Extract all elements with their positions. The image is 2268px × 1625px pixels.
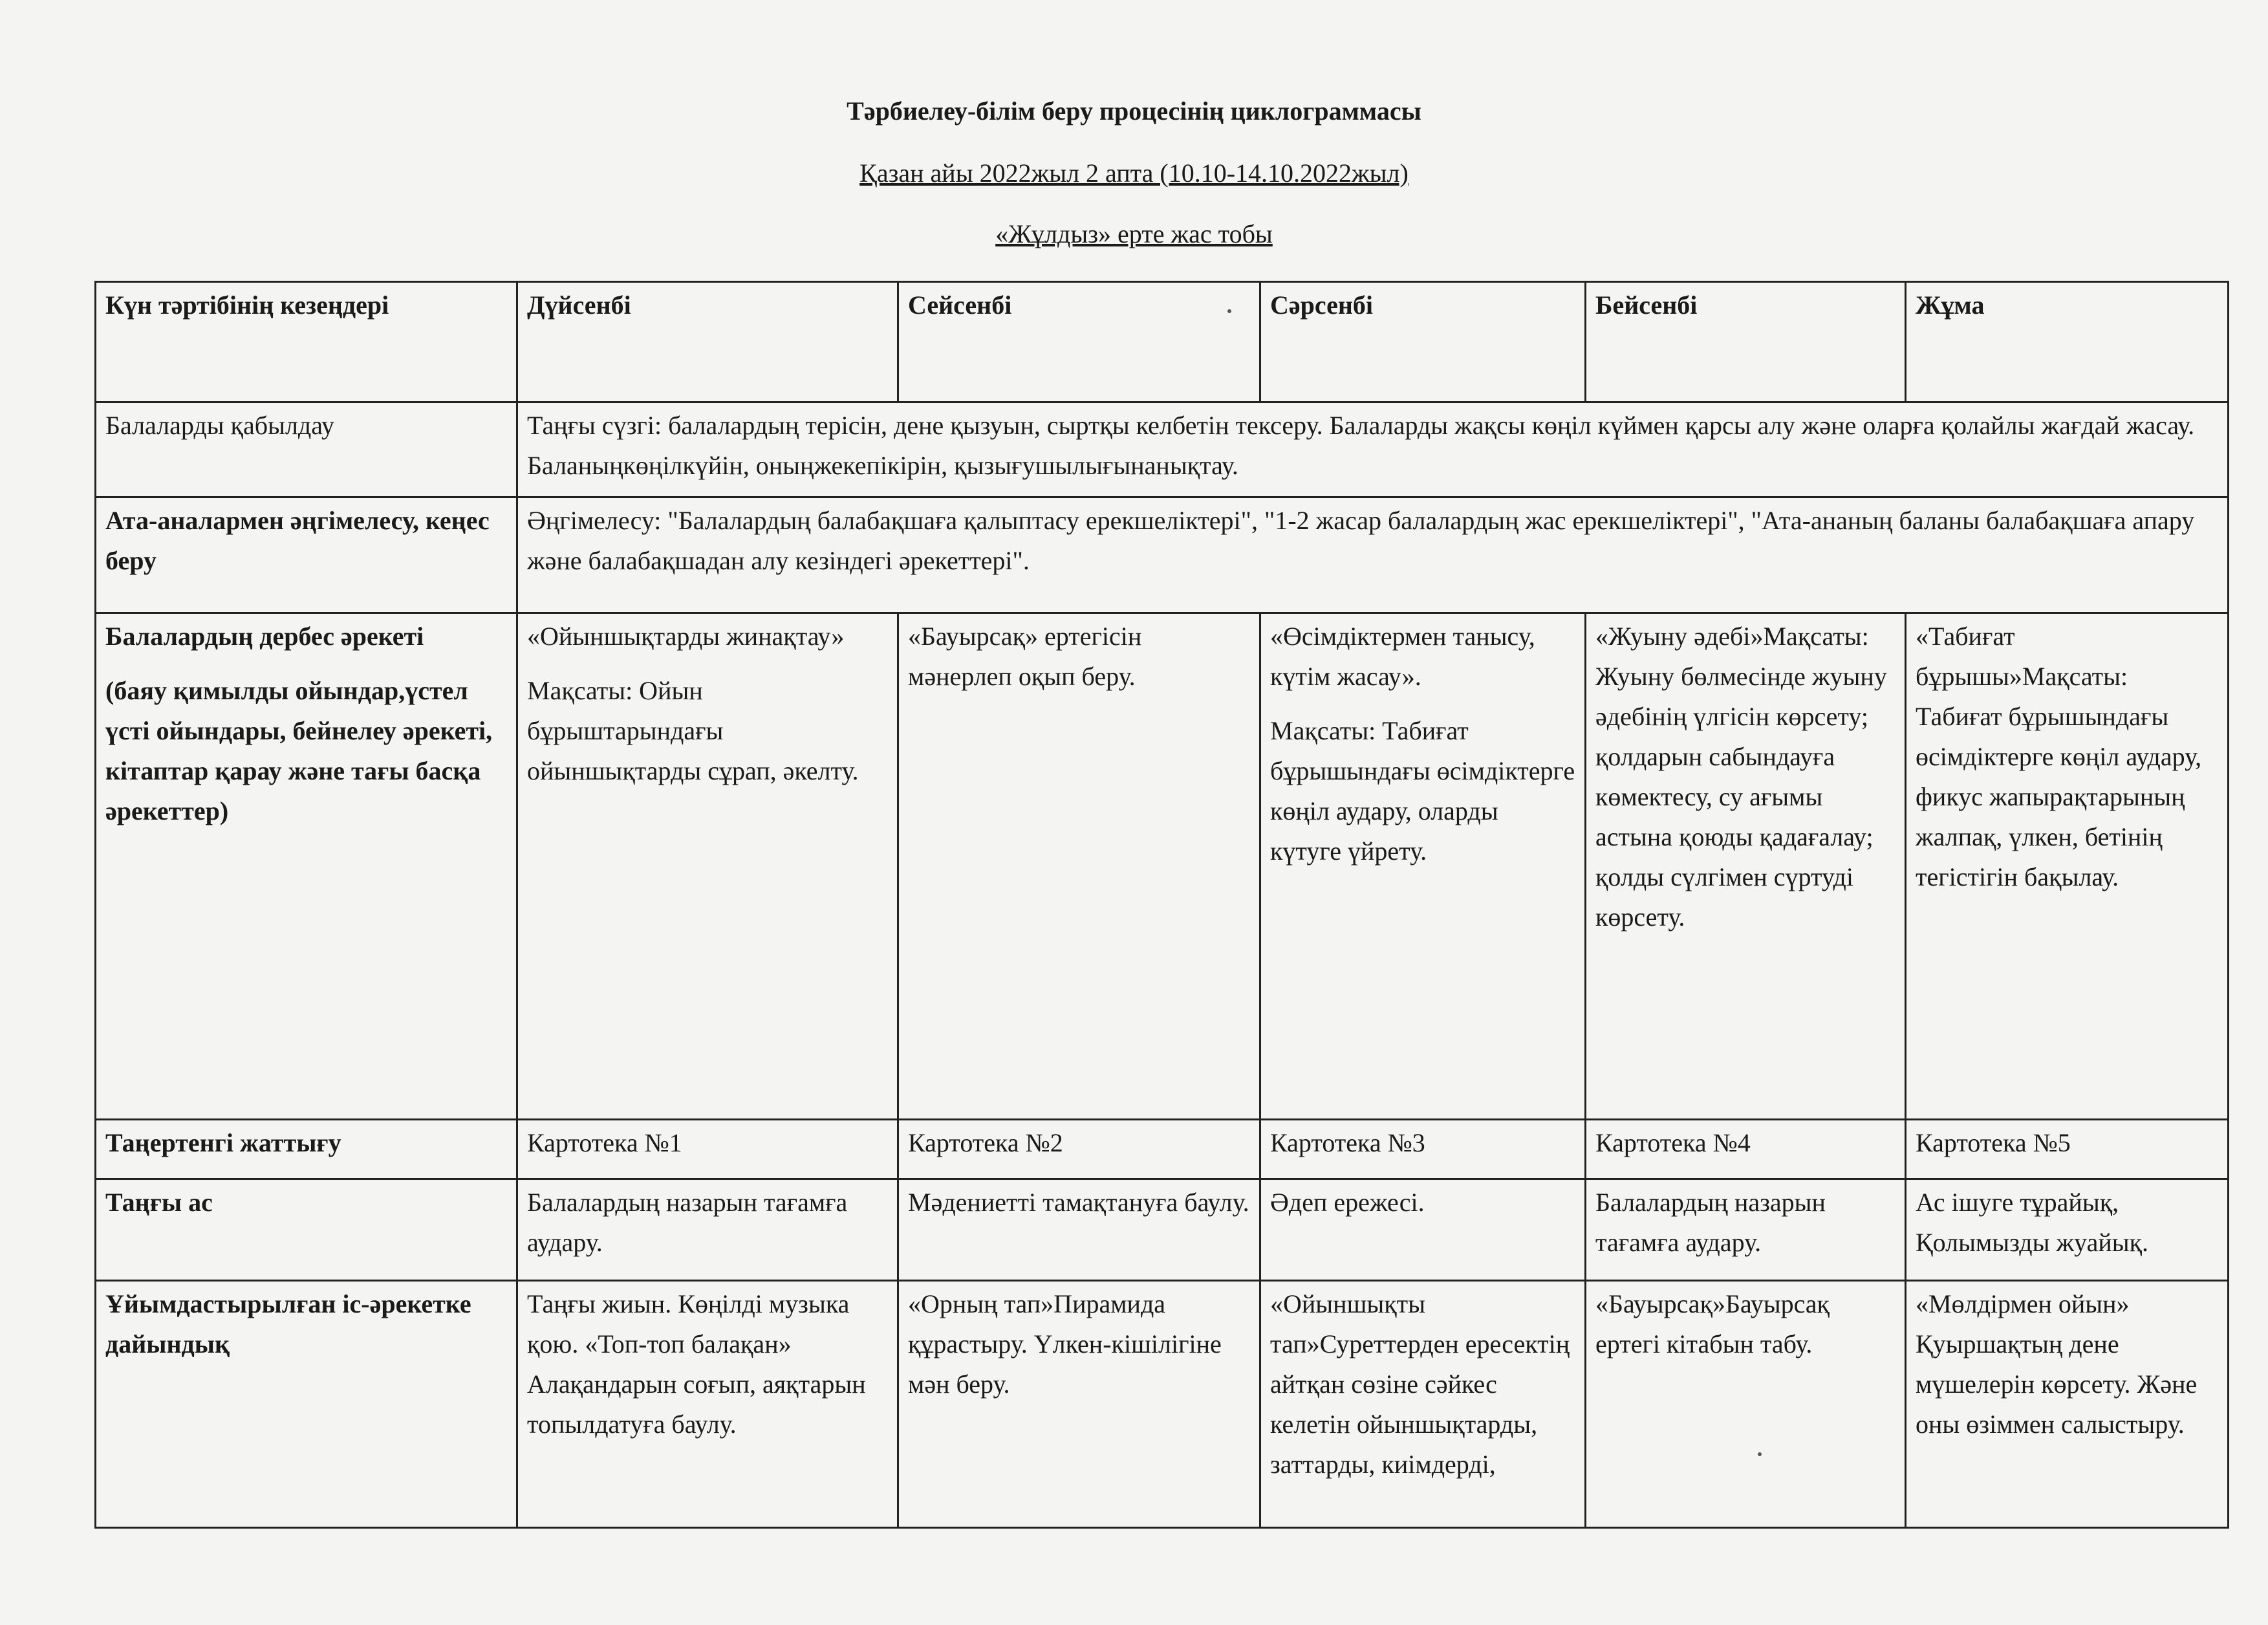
column-header-wednesday: Сәрсенбі [1259, 281, 1586, 403]
cell-monday: Таңғы жиын. Көңілді музыка қою. «Топ-топ… [516, 1280, 899, 1529]
cell-tuesday: «Бауырсақ» ертегісін мәнерлеп оқып беру. [897, 612, 1261, 1120]
table-row-reception: Балаларды қабылдау Таңғы сүзгі: балалард… [94, 401, 2229, 498]
row-label: Ұйымдастырылған іс-әрекетке дайындық [94, 1280, 518, 1529]
row-text: Әңгімелесу: "Балалардың балабақшаға қалы… [516, 496, 2229, 614]
group-name: «Жұлдыз» ерте жас тобы [995, 219, 1273, 248]
table-row-preparation: Ұйымдастырылған іс-әрекетке дайындық Таң… [94, 1280, 2229, 1529]
row-label: Таңертенгі жаттығу [94, 1118, 518, 1180]
cell-text: «Табиғат бұрышы»Мақсаты: Табиғат бұрышын… [1916, 622, 2202, 891]
cell-thursday: «Бауырсақ»Бауырсақ ертегі кітабын табу. [1584, 1280, 1906, 1529]
cell-monday: «Ойыншықтарды жинақтау» Мақсаты: Ойын бұ… [516, 612, 899, 1120]
cyclogram-table: Күн тәртібінің кезеңдері Дүйсенбі Сейсен… [94, 281, 2229, 1529]
cell-monday: Картотека №1 [516, 1118, 899, 1180]
cell-text: Мақсаты: Табиғат бұрышындағы өсімдіктерг… [1270, 716, 1575, 866]
cell-thursday: «Жуыну әдебі»Мақсаты: Жуыну бөлмесінде ж… [1584, 612, 1906, 1120]
cell-friday: Ас ішуге тұрайық, Қолымызды жуайық. [1905, 1178, 2229, 1281]
cell-text: «Бауырсақ» ертегісін мәнерлеп оқып беру. [908, 622, 1142, 691]
cell-tuesday: Мәдениетті тамақтануға баулу. [897, 1178, 1261, 1281]
cell-wednesday: Әдеп ережесі. [1259, 1178, 1586, 1281]
row-label: Балалардың дербес әрекеті (баяу қимылды … [94, 612, 518, 1120]
row-label: Таңғы ас [94, 1178, 518, 1281]
column-header-tuesday: Сейсенбі [897, 281, 1261, 403]
table-header-row: Күн тәртібінің кезеңдері Дүйсенбі Сейсен… [94, 281, 2229, 403]
scan-speck [1227, 309, 1231, 313]
cell-thursday: Балалардың назарын тағамға аудару. [1584, 1178, 1906, 1281]
cell-text: «Өсімдіктермен танысу, күтім жасау». [1270, 622, 1535, 691]
table-row-parents: Ата-аналармен әңгімелесу, кеңес беру Әңг… [94, 496, 2229, 614]
cell-wednesday: «Ойыншықты тап»Суреттерден ересектің айт… [1259, 1280, 1586, 1529]
table-row-exercise: Таңертенгі жаттығу Картотека №1 Картотек… [94, 1118, 2229, 1180]
cell-monday: Балалардың назарын тағамға аудару. [516, 1178, 899, 1281]
document-title: Тәрбиелеу-білім беру процесінің циклогра… [847, 96, 1421, 125]
cell-friday: «Мөлдірмен ойын» Қуыршақтың дене мүшелер… [1905, 1280, 2229, 1529]
table-row-independent: Балалардың дербес әрекеті (баяу қимылды … [94, 612, 2229, 1120]
column-header-stage: Күн тәртібінің кезеңдері [94, 281, 518, 403]
cell-wednesday: «Өсімдіктермен танысу, күтім жасау». Мақ… [1259, 612, 1586, 1120]
document-period: Қазан айы 2022жыл 2 апта (10.10-14.10.20… [859, 158, 1409, 188]
column-header-friday: Жұма [1905, 281, 2229, 403]
cell-friday: «Табиғат бұрышы»Мақсаты: Табиғат бұрышын… [1905, 612, 2229, 1120]
cell-text: Мақсаты: Ойын бұрыштарындағы ойыншықтард… [527, 676, 859, 785]
row-label: Балаларды қабылдау [94, 401, 518, 498]
cell-text: «Жуыну әдебі»Мақсаты: Жуыну бөлмесінде ж… [1595, 622, 1887, 932]
column-header-monday: Дүйсенбі [516, 281, 899, 403]
row-label: Ата-аналармен әңгімелесу, кеңес беру [94, 496, 518, 614]
cell-friday: Картотека №5 [1905, 1118, 2229, 1180]
table-row-breakfast: Таңғы ас Балалардың назарын тағамға ауда… [94, 1178, 2229, 1281]
cell-thursday: Картотека №4 [1584, 1118, 1906, 1180]
row-text: Таңғы сүзгі: балалардың терісін, дене қы… [516, 401, 2229, 498]
cell-text: «Ойыншықтарды жинақтау» [527, 622, 845, 651]
row-label-subtitle: (баяу қимылды ойындар,үстел үсті ойындар… [105, 676, 493, 825]
cell-wednesday: Картотека №3 [1259, 1118, 1586, 1180]
column-header-thursday: Бейсенбі [1584, 281, 1906, 403]
cell-tuesday: Картотека №2 [897, 1118, 1261, 1180]
row-label-title: Балалардың дербес әрекеті [105, 622, 424, 651]
scan-speck [1758, 1452, 1762, 1456]
cell-tuesday: «Орның тап»Пирамида құрастыру. Үлкен-кіш… [897, 1280, 1261, 1529]
